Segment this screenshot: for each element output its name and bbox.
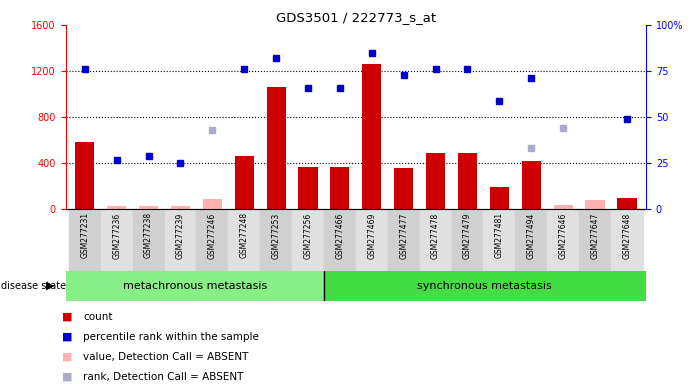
Bar <box>107 206 126 209</box>
Text: GSM277238: GSM277238 <box>144 212 153 258</box>
Text: synchronous metastasis: synchronous metastasis <box>417 281 552 291</box>
Text: GSM277239: GSM277239 <box>176 212 185 258</box>
Text: percentile rank within the sample: percentile rank within the sample <box>83 332 259 342</box>
Bar <box>458 153 477 209</box>
Text: GSM277466: GSM277466 <box>335 212 344 259</box>
Bar <box>101 209 133 271</box>
Bar <box>579 209 611 271</box>
Text: GSM277479: GSM277479 <box>463 212 472 259</box>
Bar <box>196 209 228 271</box>
Text: GSM277236: GSM277236 <box>112 212 121 258</box>
Bar <box>388 209 419 271</box>
Text: GSM277494: GSM277494 <box>527 212 536 259</box>
Bar <box>228 209 261 271</box>
Bar <box>267 87 285 209</box>
Bar <box>202 199 222 209</box>
Bar <box>299 167 318 209</box>
Bar <box>69 209 101 271</box>
Text: GSM277648: GSM277648 <box>623 212 632 258</box>
Bar <box>617 198 636 209</box>
Text: count: count <box>83 312 113 322</box>
Text: GSM277231: GSM277231 <box>80 212 89 258</box>
Bar <box>75 142 95 209</box>
Bar <box>323 271 646 301</box>
Bar <box>324 209 356 271</box>
Bar <box>585 200 605 209</box>
Text: GSM277647: GSM277647 <box>591 212 600 259</box>
Bar <box>330 167 350 209</box>
Bar <box>484 209 515 271</box>
Bar <box>515 209 547 271</box>
Bar <box>426 153 445 209</box>
Bar <box>292 209 324 271</box>
Bar <box>394 168 413 209</box>
Text: GSM277646: GSM277646 <box>558 212 568 259</box>
Text: metachronous metastasis: metachronous metastasis <box>122 281 267 291</box>
Text: ▶: ▶ <box>46 281 55 291</box>
Bar <box>547 209 579 271</box>
Bar <box>356 209 388 271</box>
Text: GSM277469: GSM277469 <box>368 212 377 259</box>
Bar <box>451 209 484 271</box>
Title: GDS3501 / 222773_s_at: GDS3501 / 222773_s_at <box>276 11 436 24</box>
Bar <box>490 187 509 209</box>
Bar <box>164 209 196 271</box>
Bar <box>362 64 381 209</box>
Bar <box>553 205 573 209</box>
Bar <box>235 156 254 209</box>
Text: ■: ■ <box>62 312 73 322</box>
Text: GSM277248: GSM277248 <box>240 212 249 258</box>
Text: GSM277478: GSM277478 <box>431 212 440 258</box>
Bar <box>66 271 323 301</box>
Bar <box>261 209 292 271</box>
Text: value, Detection Call = ABSENT: value, Detection Call = ABSENT <box>83 352 248 362</box>
Text: ■: ■ <box>62 372 73 382</box>
Bar <box>611 209 643 271</box>
Text: ■: ■ <box>62 332 73 342</box>
Text: rank, Detection Call = ABSENT: rank, Detection Call = ABSENT <box>83 372 243 382</box>
Text: GSM277481: GSM277481 <box>495 212 504 258</box>
Text: GSM277246: GSM277246 <box>208 212 217 258</box>
Text: GSM277253: GSM277253 <box>272 212 281 258</box>
Bar <box>419 209 451 271</box>
Bar <box>171 206 190 209</box>
Bar <box>522 161 541 209</box>
Text: ■: ■ <box>62 352 73 362</box>
Text: GSM277477: GSM277477 <box>399 212 408 259</box>
Bar <box>139 206 158 209</box>
Text: disease state: disease state <box>1 281 66 291</box>
Text: GSM277256: GSM277256 <box>303 212 312 258</box>
Bar <box>133 209 164 271</box>
